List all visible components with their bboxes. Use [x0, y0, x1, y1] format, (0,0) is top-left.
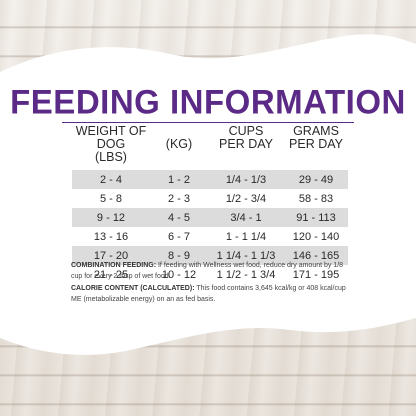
table-row: 9 - 12 4 - 5 3/4 - 1 91 - 113: [72, 208, 348, 227]
cell-kg: 8 - 9: [150, 246, 208, 265]
header-cups-label: CUPS: [228, 124, 264, 138]
cell-cups: 1 1/2 - 1 3/4: [216, 268, 276, 281]
cell-kg: 6 - 7: [167, 230, 190, 243]
cell-kg: 1 - 2: [150, 170, 208, 189]
header-weight-kg: (KG): [150, 125, 208, 170]
header-weight-lbs: WEIGHT OF DOG (LBS): [72, 125, 150, 170]
cell-lbs: 17 - 20: [72, 246, 150, 265]
cell-lbs: 21 - 25: [93, 268, 129, 281]
combination-feeding-label: COMBINATION FEEDING:: [71, 262, 157, 269]
cell-lbs: 9 - 12: [72, 208, 150, 227]
header-grams-label: GRAMS: [293, 124, 339, 138]
cell-cups: 1/4 - 1/3: [208, 170, 284, 189]
table-row: 13 - 16 6 - 7 1 - 1 1/4 120 - 140: [72, 227, 348, 246]
combination-feeding-note: COMBINATION FEEDING: If feeding with Wel…: [71, 261, 353, 282]
header-grams: GRAMS PER DAY: [284, 125, 348, 170]
cell-grams: 91 - 113: [284, 208, 348, 227]
header-weight-label: WEIGHT OF DOG: [75, 124, 147, 151]
cell-grams: 171 - 195: [292, 268, 340, 281]
header-lbs-unit: (LBS): [95, 150, 127, 164]
cell-cups: 1 1/4 - 1 1/3: [208, 246, 284, 265]
feeding-notes: COMBINATION FEEDING: If feeding with Wel…: [71, 261, 353, 307]
cell-grams: 146 - 165: [284, 246, 348, 265]
cell-cups: 1/2 - 3/4: [225, 192, 267, 205]
combination-feeding-text: If feeding with Wellness wet food, reduc…: [71, 262, 344, 280]
cell-lbs: 2 - 4: [72, 170, 150, 189]
header-kg-unit: (KG): [165, 137, 193, 151]
feeding-table: WEIGHT OF DOG (LBS) (KG) CUPS PER DAY GR…: [72, 125, 348, 284]
table-row: 2 - 4 1 - 2 1/4 - 1/3 29 - 49: [72, 170, 348, 189]
cell-cups: 1 - 1 1/4: [225, 230, 267, 243]
calorie-content-note: CALORIE CONTENT (CALCULATED): This food …: [71, 284, 353, 305]
cell-cups: 3/4 - 1: [208, 208, 284, 227]
header-grams-unit: PER DAY: [289, 137, 343, 151]
cell-kg: 2 - 3: [167, 192, 190, 205]
cell-kg: 10 - 12: [161, 268, 197, 281]
title-divider: [62, 122, 354, 123]
page-title: FEEDING INFORMATION: [10, 82, 406, 121]
cell-grams: 58 - 83: [298, 192, 334, 205]
cell-kg: 4 - 5: [150, 208, 208, 227]
table-header-row: WEIGHT OF DOG (LBS) (KG) CUPS PER DAY GR…: [72, 125, 348, 170]
calorie-content-label: CALORIE CONTENT (CALCULATED):: [71, 285, 195, 292]
table-row: 17 - 20 8 - 9 1 1/4 - 1 1/3 146 - 165: [72, 246, 348, 265]
table-row: 21 - 25 10 - 12 1 1/2 - 1 3/4 171 - 195: [72, 265, 348, 284]
table-row: 5 - 8 2 - 3 1/2 - 3/4 58 - 83: [72, 189, 348, 208]
calorie-content-text: This food contains 3,645 kcal/kg or 408 …: [71, 285, 346, 303]
cell-grams: 120 - 140: [292, 230, 340, 243]
header-cups: CUPS PER DAY: [208, 125, 284, 170]
cell-lbs: 5 - 8: [99, 192, 122, 205]
cell-lbs: 13 - 16: [93, 230, 129, 243]
header-cups-unit: PER DAY: [219, 137, 273, 151]
cell-grams: 29 - 49: [284, 170, 348, 189]
